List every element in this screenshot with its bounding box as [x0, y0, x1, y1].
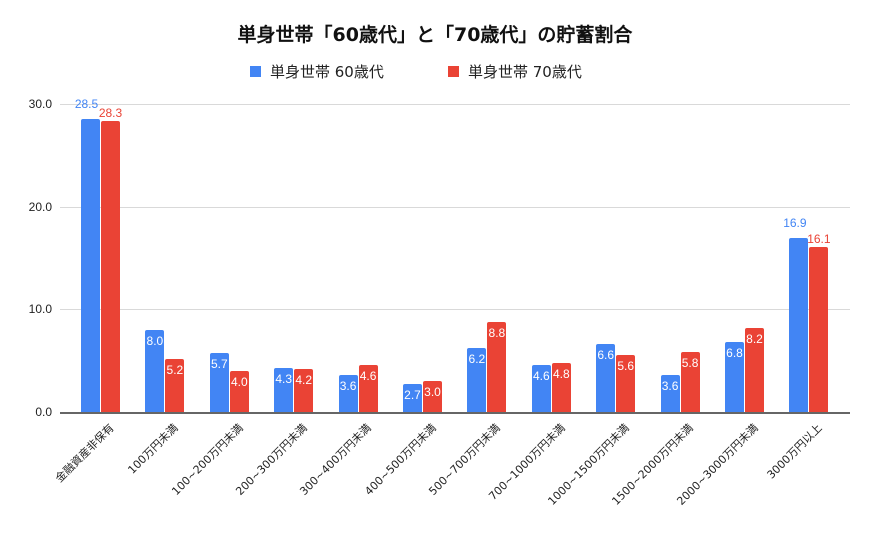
bar-60s[interactable]: [274, 367, 294, 412]
bar-60s[interactable]: [81, 119, 100, 412]
legend-item-70s[interactable]: 単身世帯 70歳代: [448, 61, 582, 82]
bar-70s[interactable]: [423, 381, 442, 412]
value-label: 4.8: [552, 366, 570, 381]
legend-label: 単身世帯 70歳代: [468, 63, 582, 81]
gridline: [60, 104, 850, 105]
value-label: 8.8: [488, 325, 506, 340]
bar-60s[interactable]: [531, 364, 551, 412]
legend-swatch-blue-icon: [250, 66, 261, 77]
value-label: 4.6: [359, 368, 377, 383]
value-label: 6.6: [597, 348, 615, 363]
bar-60s[interactable]: [789, 238, 809, 412]
bar-70s[interactable]: [294, 368, 314, 412]
value-label: 28.5: [74, 97, 99, 112]
y-tick-label: 20.0: [28, 199, 52, 214]
legend: 単身世帯 60歳代 単身世帯 70歳代: [0, 61, 870, 83]
bar-60s[interactable]: [596, 344, 616, 412]
bar-60s[interactable]: [725, 342, 744, 412]
bar-70s[interactable]: [551, 362, 571, 412]
y-tick-label: 0.0: [35, 405, 52, 419]
value-label: 16.1: [807, 231, 831, 246]
value-label: 3.6: [661, 379, 679, 394]
y-tick-label: 30.0: [28, 97, 52, 111]
x-tick-label: 金融資産非保有: [52, 421, 117, 486]
value-label: 4.6: [532, 368, 550, 383]
x-axis-line: [60, 412, 850, 414]
bar-70s[interactable]: [101, 121, 120, 412]
gridline: [60, 309, 850, 311]
x-tick-label: 3000万円以上: [764, 421, 826, 482]
bar-70s[interactable]: [745, 327, 764, 412]
bar-70s[interactable]: [616, 354, 636, 412]
bar-60s[interactable]: [403, 384, 422, 412]
bar-60s[interactable]: [145, 329, 165, 412]
bar-70s[interactable]: [487, 321, 507, 412]
bar-60s[interactable]: [660, 375, 680, 412]
value-label: 28.3: [98, 106, 123, 121]
bar-60s[interactable]: [209, 353, 229, 412]
bar-70s[interactable]: [809, 246, 829, 412]
value-label: 6.2: [468, 352, 486, 367]
value-label: 5.7: [210, 357, 228, 372]
value-label: 8.2: [746, 331, 763, 346]
value-label: 2.7: [404, 388, 421, 403]
bar-70s[interactable]: [680, 352, 700, 412]
chart-title: 単身世帯「60歳代」と「70歳代」の貯蓄割合: [237, 24, 633, 46]
legend-label: 単身世帯 60歳代: [270, 63, 384, 81]
bar-70s[interactable]: [229, 370, 249, 412]
value-label: 5.2: [166, 362, 184, 377]
value-label: 3.0: [424, 385, 441, 400]
value-label: 6.8: [726, 346, 743, 361]
bar-60s[interactable]: [338, 375, 358, 412]
y-tick-label: 10.0: [28, 302, 52, 317]
bar-60s[interactable]: [467, 348, 487, 412]
value-label: 4.0: [230, 374, 248, 389]
value-label: 8.0: [146, 333, 164, 348]
gridline: [60, 206, 850, 208]
x-tick-label: 100万円未満: [125, 421, 182, 477]
value-label: 16.9: [783, 216, 807, 231]
value-label: 5.6: [617, 358, 635, 373]
value-label: 4.3: [275, 371, 293, 386]
legend-swatch-red-icon: [448, 66, 459, 77]
bar-70s[interactable]: [358, 364, 378, 412]
legend-item-60s[interactable]: 単身世帯 60歳代: [250, 61, 384, 82]
bar-70s[interactable]: [165, 358, 185, 412]
value-label: 4.2: [295, 372, 313, 387]
value-label: 5.8: [681, 356, 699, 371]
value-label: 3.6: [339, 379, 357, 394]
